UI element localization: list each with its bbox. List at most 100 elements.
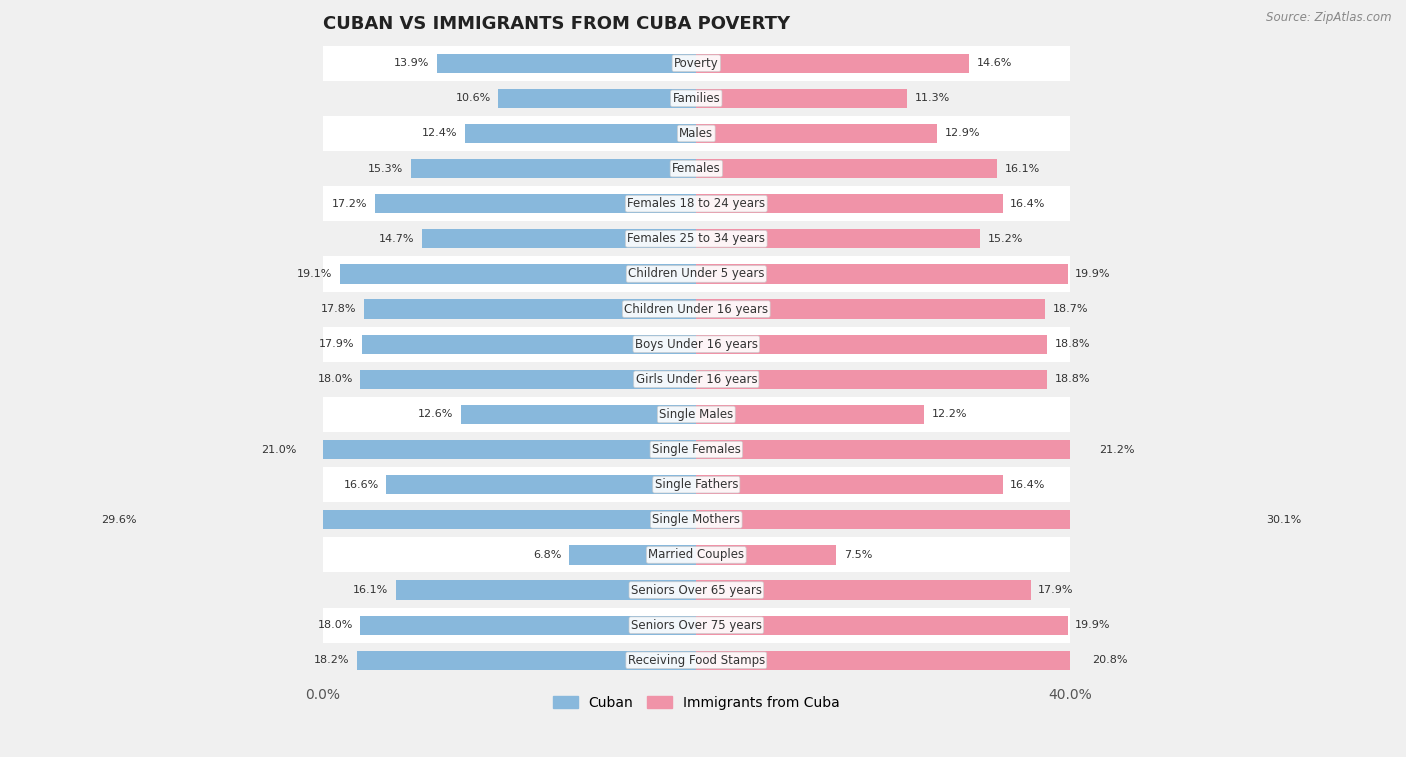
Text: 19.1%: 19.1% — [297, 269, 332, 279]
Text: 12.6%: 12.6% — [418, 410, 454, 419]
Bar — [696, 651, 1084, 670]
Bar — [323, 116, 1070, 151]
Text: 19.9%: 19.9% — [1076, 269, 1111, 279]
Bar — [143, 510, 696, 529]
Text: 12.2%: 12.2% — [932, 410, 967, 419]
Bar — [323, 326, 1070, 362]
Bar — [323, 397, 1070, 432]
Bar — [323, 537, 1070, 572]
Text: 17.8%: 17.8% — [321, 304, 357, 314]
Text: Females 18 to 24 years: Females 18 to 24 years — [627, 198, 765, 210]
Text: 18.2%: 18.2% — [314, 656, 349, 665]
Bar — [395, 581, 696, 600]
Bar — [364, 300, 696, 319]
Bar — [696, 194, 1002, 213]
Text: Seniors Over 75 years: Seniors Over 75 years — [631, 618, 762, 631]
Text: 17.9%: 17.9% — [1038, 585, 1073, 595]
Text: 21.0%: 21.0% — [262, 444, 297, 454]
Bar — [498, 89, 696, 108]
Text: 15.3%: 15.3% — [368, 164, 404, 173]
Text: Married Couples: Married Couples — [648, 548, 744, 562]
Bar — [696, 615, 1067, 635]
Bar — [323, 221, 1070, 257]
Text: 14.7%: 14.7% — [378, 234, 415, 244]
Text: 18.8%: 18.8% — [1054, 339, 1090, 349]
Text: 10.6%: 10.6% — [456, 93, 491, 104]
Text: Families: Families — [672, 92, 720, 105]
Text: 15.2%: 15.2% — [987, 234, 1024, 244]
Bar — [411, 159, 696, 178]
Bar — [696, 545, 837, 565]
Text: 18.8%: 18.8% — [1054, 374, 1090, 385]
Bar — [323, 502, 1070, 537]
Text: Single Mothers: Single Mothers — [652, 513, 741, 526]
Bar — [696, 510, 1258, 529]
Bar — [422, 229, 696, 248]
Bar — [696, 335, 1047, 354]
Text: 30.1%: 30.1% — [1265, 515, 1301, 525]
Bar — [323, 572, 1070, 608]
Bar — [465, 124, 696, 143]
Text: 17.9%: 17.9% — [319, 339, 354, 349]
Legend: Cuban, Immigrants from Cuba: Cuban, Immigrants from Cuba — [547, 690, 845, 715]
Text: Poverty: Poverty — [673, 57, 718, 70]
Bar — [696, 89, 907, 108]
Bar — [696, 300, 1046, 319]
Text: Single Males: Single Males — [659, 408, 734, 421]
Text: Receiving Food Stamps: Receiving Food Stamps — [627, 654, 765, 667]
Bar — [569, 545, 696, 565]
Text: 16.1%: 16.1% — [353, 585, 388, 595]
Text: Males: Males — [679, 127, 713, 140]
Text: 16.4%: 16.4% — [1010, 199, 1045, 209]
Text: Females: Females — [672, 162, 721, 175]
Text: 14.6%: 14.6% — [976, 58, 1012, 68]
Bar — [323, 45, 1070, 81]
Text: 16.4%: 16.4% — [1010, 480, 1045, 490]
Bar — [323, 151, 1070, 186]
Bar — [437, 54, 696, 73]
Bar — [323, 362, 1070, 397]
Text: 18.0%: 18.0% — [318, 374, 353, 385]
Text: 29.6%: 29.6% — [101, 515, 136, 525]
Text: Single Females: Single Females — [652, 443, 741, 456]
Text: 6.8%: 6.8% — [533, 550, 562, 560]
Bar — [696, 54, 969, 73]
Bar — [323, 643, 1070, 678]
Bar — [340, 264, 696, 284]
Text: Girls Under 16 years: Girls Under 16 years — [636, 373, 756, 386]
Text: 12.9%: 12.9% — [945, 129, 980, 139]
Text: 16.6%: 16.6% — [343, 480, 380, 490]
Text: 19.9%: 19.9% — [1076, 620, 1111, 630]
Text: 18.7%: 18.7% — [1053, 304, 1088, 314]
Text: 20.8%: 20.8% — [1092, 656, 1128, 665]
Text: 21.2%: 21.2% — [1099, 444, 1135, 454]
Bar — [696, 124, 938, 143]
Text: Children Under 16 years: Children Under 16 years — [624, 303, 768, 316]
Bar — [696, 581, 1031, 600]
Text: Boys Under 16 years: Boys Under 16 years — [636, 338, 758, 350]
Bar — [363, 335, 696, 354]
Bar — [387, 475, 696, 494]
Text: Seniors Over 65 years: Seniors Over 65 years — [631, 584, 762, 597]
Bar — [360, 369, 696, 389]
Text: 11.3%: 11.3% — [915, 93, 950, 104]
Bar — [323, 186, 1070, 221]
Text: 7.5%: 7.5% — [844, 550, 872, 560]
Text: Children Under 5 years: Children Under 5 years — [628, 267, 765, 280]
Bar — [696, 159, 997, 178]
Bar — [323, 608, 1070, 643]
Bar — [696, 405, 924, 424]
Text: Females 25 to 34 years: Females 25 to 34 years — [627, 232, 765, 245]
Bar — [323, 81, 1070, 116]
Bar — [696, 475, 1002, 494]
Bar — [323, 291, 1070, 326]
Bar — [696, 264, 1067, 284]
Bar — [323, 467, 1070, 502]
Text: Single Fathers: Single Fathers — [655, 478, 738, 491]
Text: 12.4%: 12.4% — [422, 129, 457, 139]
Text: 17.2%: 17.2% — [332, 199, 368, 209]
Bar — [696, 440, 1092, 459]
Bar — [323, 257, 1070, 291]
Text: 16.1%: 16.1% — [1004, 164, 1039, 173]
Bar — [323, 432, 1070, 467]
